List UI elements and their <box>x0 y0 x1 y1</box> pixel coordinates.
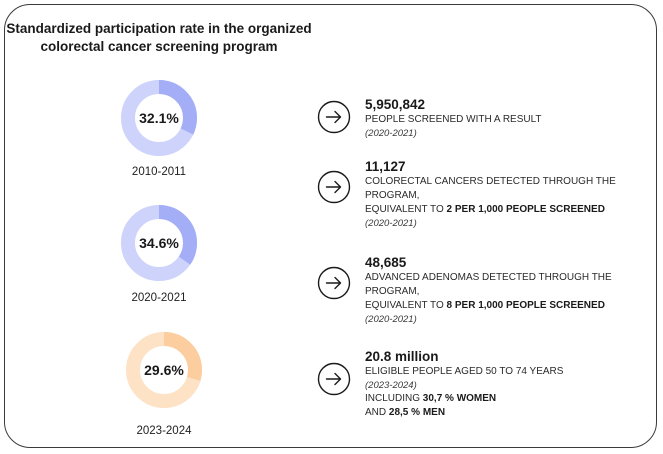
stat-description: PEOPLE SCREENED WITH A RESULT <box>365 114 542 125</box>
stat-description-line-2: PROGRAM, <box>365 190 420 201</box>
stat-equivalence-bold: 2 PER 1,000 PEOPLE SCREENED <box>446 204 605 215</box>
donut-value-label: 32.1% <box>139 110 179 126</box>
donut-value-label: 34.6% <box>139 235 179 251</box>
stat-men-bold: 28,5 % MEN <box>388 407 446 418</box>
arrow-right-icon <box>317 362 351 396</box>
arrow-right-icon <box>317 170 351 204</box>
donut-fill <box>121 205 197 281</box>
infographic-card <box>4 4 657 448</box>
stat-equivalence: EQUIVALENT TO 2 PER 1,000 PEOPLE SCREENE… <box>365 203 655 217</box>
stat-equivalence-prefix: EQUIVALENT TO <box>365 300 447 311</box>
stat-cancers-detected: 11,127 COLORECTAL CANCERS DETECTED THROU… <box>365 158 655 230</box>
stat-value: 20.8 million <box>365 349 439 364</box>
stat-equivalence-prefix: EQUIVALENT TO <box>365 204 447 215</box>
stat-value: 5,950,842 <box>365 97 426 112</box>
donut-chart-2023-2024: 29.6% <box>123 329 205 411</box>
arrow-right-icon <box>317 100 351 134</box>
stat-value: 48,685 <box>365 255 407 270</box>
stat-women-prefix: INCLUDING <box>365 393 423 404</box>
stat-women-bold: 30,7 % WOMEN <box>422 393 497 404</box>
stat-period: (2020-2021) <box>365 128 417 139</box>
stat-value: 11,127 <box>365 159 406 174</box>
arrow-right-icon <box>317 266 351 300</box>
period-label-2010-2011: 2010-2011 <box>131 166 187 178</box>
stat-period: (2020-2021) <box>365 218 417 229</box>
stat-adenomas-detected: 48,685 ADVANCED ADENOMAS DETECTED THROUG… <box>365 254 655 326</box>
stat-men-prefix: AND <box>365 407 389 418</box>
donut-value-label: 29.6% <box>144 362 184 378</box>
chart-title: Standardized participation rate in the o… <box>0 20 318 56</box>
stat-description-line-1: ADVANCED ADENOMAS DETECTED THROUGH THE <box>365 272 612 283</box>
stat-eligible-people: 20.8 million ELIGIBLE PEOPLE AGED 50 TO … <box>365 348 655 420</box>
stat-women-share: INCLUDING 30,7 % WOMEN <box>365 392 655 406</box>
stat-description: ELIGIBLE PEOPLE AGED 50 TO 74 YEARS <box>365 366 564 377</box>
stat-equivalence-bold: 8 PER 1,000 PEOPLE SCREENED <box>446 300 605 311</box>
period-label-2020-2021: 2020-2021 <box>131 292 187 304</box>
donut-fill <box>126 332 202 408</box>
title-line-2: colorectal cancer screening program <box>40 39 278 54</box>
period-label-2023-2024: 2023-2024 <box>136 425 192 437</box>
stat-people-screened: 5,950,842 PEOPLE SCREENED WITH A RESULT … <box>365 96 655 140</box>
donut-chart-2010-2011: 32.1% <box>118 77 200 159</box>
title-line-1: Standardized participation rate in the o… <box>6 21 312 36</box>
stat-period: (2020-2021) <box>365 314 417 325</box>
donut-chart-2020-2021: 34.6% <box>118 202 200 284</box>
stat-men-share: AND 28,5 % MEN <box>365 406 655 420</box>
stat-description-line-1: COLORECTAL CANCERS DETECTED THROUGH THE <box>365 176 616 187</box>
stat-description-line-2: PROGRAM, <box>365 286 420 297</box>
stat-equivalence: EQUIVALENT TO 8 PER 1,000 PEOPLE SCREENE… <box>365 299 655 313</box>
donut-fill <box>121 80 197 156</box>
stat-period: (2023-2024) <box>365 380 417 391</box>
